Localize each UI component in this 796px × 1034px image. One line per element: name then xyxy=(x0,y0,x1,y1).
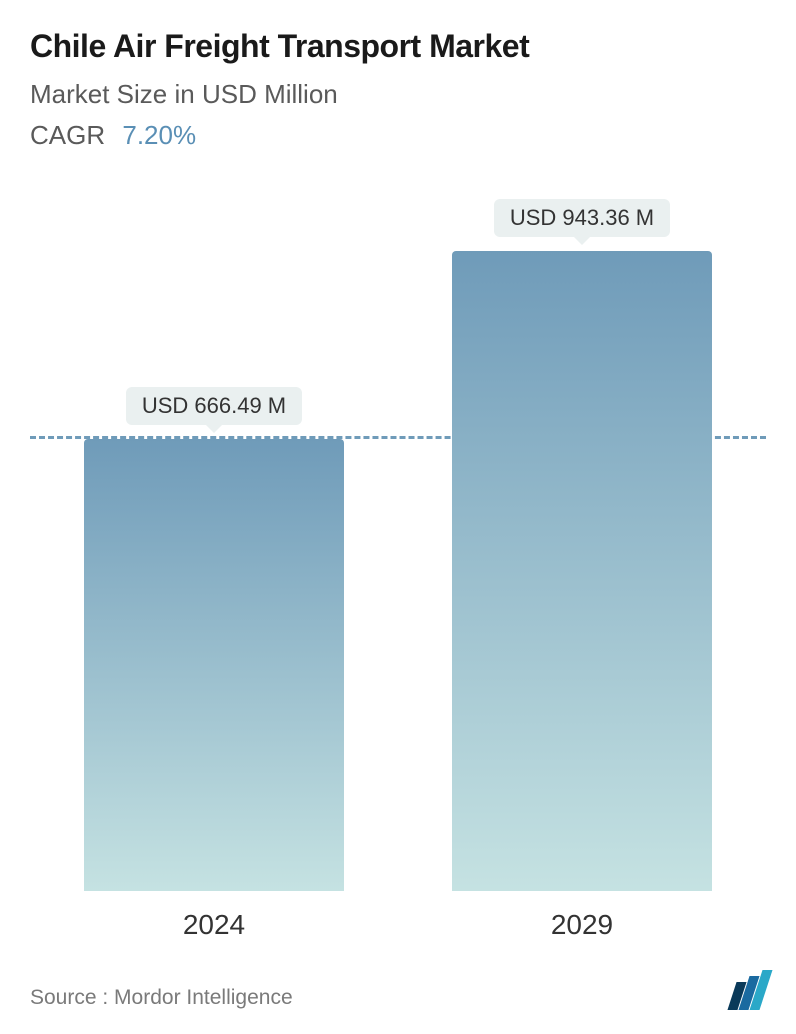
cagr-label: CAGR xyxy=(30,120,105,150)
source-text: Source : Mordor Intelligence xyxy=(30,986,293,1010)
cagr-value: 7.20% xyxy=(122,120,196,150)
x-label-0: 2024 xyxy=(84,909,344,941)
bar-0 xyxy=(84,439,344,891)
brand-logo-icon xyxy=(732,970,766,1010)
bar-1 xyxy=(452,251,712,891)
bar-group-1: USD 943.36 M xyxy=(452,199,712,891)
footer: Source : Mordor Intelligence xyxy=(30,970,766,1010)
bar-value-label-0: USD 666.49 M xyxy=(126,387,302,425)
chart-subtitle: Market Size in USD Million xyxy=(30,79,766,110)
bar-value-label-1: USD 943.36 M xyxy=(494,199,670,237)
chart-area: USD 666.49 M USD 943.36 M xyxy=(30,191,766,891)
cagr-line: CAGR 7.20% xyxy=(30,120,766,151)
bars-row: USD 666.49 M USD 943.36 M xyxy=(30,191,766,891)
bar-group-0: USD 666.49 M xyxy=(84,387,344,891)
x-label-1: 2029 xyxy=(452,909,712,941)
chart-title: Chile Air Freight Transport Market xyxy=(30,28,766,65)
x-axis-labels: 2024 2029 xyxy=(30,909,766,941)
